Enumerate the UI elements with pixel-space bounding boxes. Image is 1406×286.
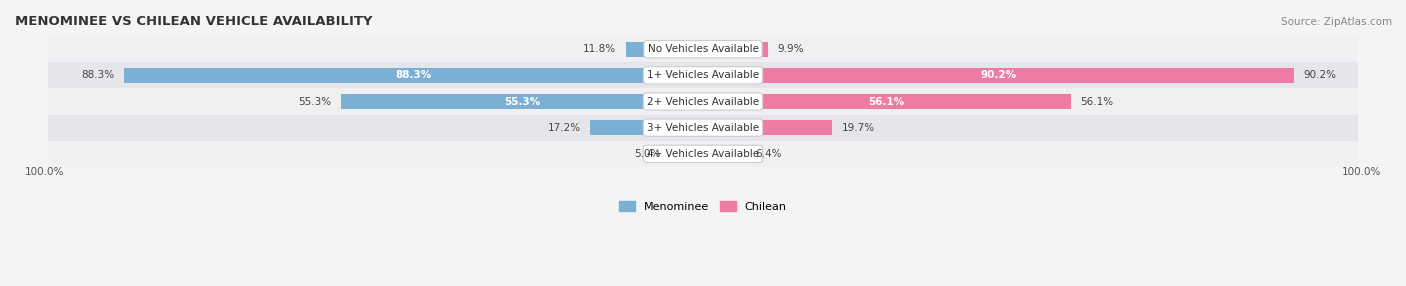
Text: 5.0%: 5.0% [634, 149, 661, 159]
Bar [48, 62, 1358, 88]
Bar [340, 94, 703, 109]
Bar [703, 120, 832, 135]
Text: 11.8%: 11.8% [582, 44, 616, 54]
Text: 9.9%: 9.9% [778, 44, 804, 54]
Text: 90.2%: 90.2% [980, 70, 1017, 80]
Bar [703, 94, 1070, 109]
Bar [48, 141, 1358, 167]
Text: 55.3%: 55.3% [298, 96, 330, 106]
Legend: Menominee, Chilean: Menominee, Chilean [614, 196, 792, 216]
Text: 2+ Vehicles Available: 2+ Vehicles Available [647, 96, 759, 106]
Text: 88.3%: 88.3% [395, 70, 432, 80]
Text: 56.1%: 56.1% [869, 96, 905, 106]
Bar [48, 88, 1358, 115]
Bar [703, 41, 768, 57]
Text: MENOMINEE VS CHILEAN VEHICLE AVAILABILITY: MENOMINEE VS CHILEAN VEHICLE AVAILABILIT… [15, 15, 373, 28]
Bar [591, 120, 703, 135]
Text: 6.4%: 6.4% [755, 149, 782, 159]
Text: 88.3%: 88.3% [82, 70, 115, 80]
Bar [703, 68, 1294, 83]
Text: 100.0%: 100.0% [1341, 167, 1381, 177]
Bar [703, 146, 745, 161]
Text: 19.7%: 19.7% [842, 123, 875, 133]
Text: 4+ Vehicles Available: 4+ Vehicles Available [647, 149, 759, 159]
Bar [124, 68, 703, 83]
Text: 56.1%: 56.1% [1080, 96, 1114, 106]
Text: 55.3%: 55.3% [503, 96, 540, 106]
Text: 1+ Vehicles Available: 1+ Vehicles Available [647, 70, 759, 80]
Bar [626, 41, 703, 57]
Bar [48, 36, 1358, 62]
Text: Source: ZipAtlas.com: Source: ZipAtlas.com [1281, 17, 1392, 27]
Text: 3+ Vehicles Available: 3+ Vehicles Available [647, 123, 759, 133]
Text: 100.0%: 100.0% [25, 167, 65, 177]
Text: 17.2%: 17.2% [547, 123, 581, 133]
Text: 90.2%: 90.2% [1303, 70, 1337, 80]
Bar [48, 115, 1358, 141]
Text: No Vehicles Available: No Vehicles Available [648, 44, 758, 54]
Bar [671, 146, 703, 161]
